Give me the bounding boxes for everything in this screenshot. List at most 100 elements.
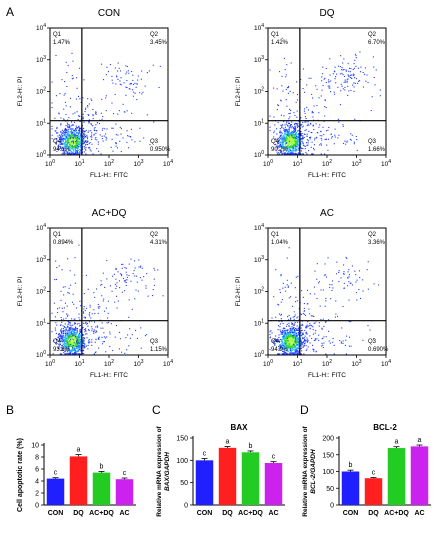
flow-event-dot: [288, 122, 290, 125]
flow-event-dot: [295, 147, 297, 149]
flow-event-dot: [89, 149, 91, 151]
flow-event-dot: [283, 148, 285, 150]
flow-event-dot: [306, 326, 308, 328]
flow-event-dot: [70, 325, 72, 327]
flow-event-dot: [119, 70, 122, 72]
flow-event-dot: [79, 349, 81, 351]
flow-event-dot: [84, 149, 87, 151]
flow-event-dot: [333, 91, 335, 93]
flow-event-dot: [74, 322, 76, 324]
flow-event-dot: [289, 149, 291, 151]
y-tick-label: 0: [330, 503, 334, 510]
flow-event-dot: [289, 138, 291, 140]
flow-event-dot: [74, 133, 76, 135]
flow-event-dot: [75, 339, 77, 341]
flow-event-dot: [306, 333, 308, 335]
flow-event-dot: [105, 74, 107, 76]
flow-event-dot: [65, 146, 68, 148]
flow-event-dot: [297, 137, 299, 139]
flow-event-dot: [298, 350, 300, 352]
flow-event-dot: [276, 133, 278, 135]
flow-event-dot: [282, 143, 284, 145]
flow-event-dot: [285, 337, 287, 339]
flow-event-dot: [65, 131, 67, 133]
flow-event-dot: [292, 353, 294, 355]
axis-tick-label: 103: [36, 55, 46, 64]
flow-event-dot: [68, 135, 70, 137]
flow-event-dot: [276, 148, 278, 150]
flow-event-dot: [102, 116, 104, 118]
flow-event-dot: [74, 147, 76, 149]
flow-event-dot: [73, 121, 76, 123]
flow-event-dot: [285, 340, 287, 342]
quadrant-name-q3: Q3: [150, 339, 159, 345]
flow-event-dot: [79, 344, 81, 346]
flow-event-dot: [288, 135, 290, 137]
flow-event-dot: [58, 339, 60, 341]
flow-event-dot: [292, 332, 294, 334]
flow-event-dot: [269, 337, 271, 339]
flow-event-dot: [101, 343, 104, 345]
flow-event-dot: [352, 75, 354, 77]
flow-event-dot: [68, 321, 70, 323]
flow-event-dot: [314, 293, 316, 295]
flow-event-dot: [67, 350, 69, 352]
flow-event-dot: [58, 112, 60, 114]
flow-event-dot: [297, 144, 299, 146]
y-tick-label: 100: [322, 469, 334, 476]
flow-event-dot: [63, 342, 65, 344]
flow-event-dot: [74, 342, 76, 344]
flow-event-dot: [296, 334, 298, 336]
flow-event-dot: [281, 147, 283, 149]
flow-event-dot: [95, 113, 97, 115]
flow-event-dot: [348, 67, 351, 69]
flow-event-dot: [74, 336, 76, 338]
flow-event-dot: [78, 332, 81, 334]
flow-event-dot: [91, 138, 93, 140]
flow-event-dot: [286, 132, 289, 134]
flow-event-dot: [287, 125, 289, 127]
flow-event-dot: [286, 323, 288, 325]
flow-event-dot: [71, 345, 73, 347]
flow-event-dot: [281, 346, 283, 348]
flow-event-dot: [282, 144, 284, 146]
flow-event-dot: [332, 287, 334, 289]
flow-event-dot: [64, 137, 67, 139]
flow-event-dot: [76, 153, 78, 155]
flow-event-dot: [103, 336, 105, 338]
flow-event-dot: [65, 345, 67, 347]
flow-event-dot: [338, 271, 340, 273]
flow-event-dot: [66, 148, 69, 150]
flow-event-dot: [282, 346, 284, 348]
flow-event-dot: [292, 332, 294, 334]
flow-event-dot: [357, 67, 359, 69]
flow-event-dot: [280, 313, 282, 315]
flow-event-dot: [334, 71, 336, 73]
flow-event-dot: [342, 142, 345, 144]
flow-event-dot: [79, 331, 81, 333]
flow-event-dot: [134, 298, 136, 300]
flow-event-dot: [61, 331, 63, 333]
flow-event-dot: [106, 66, 108, 68]
flow-event-dot: [128, 274, 130, 277]
flow-event-dot: [68, 328, 70, 330]
flow-event-dot: [284, 341, 286, 343]
flow-event-dot: [65, 347, 67, 349]
flow-event-dot: [86, 323, 88, 325]
y-tick-label: 100: [176, 458, 188, 465]
flow-event-dot: [72, 347, 74, 349]
flow-event-dot: [97, 312, 99, 314]
flow-event-dot: [105, 351, 107, 353]
flow-event-dot: [294, 126, 296, 128]
flow-event-dot: [328, 87, 330, 89]
flow-event-dot: [292, 152, 295, 154]
flow-event-dot: [65, 132, 67, 135]
flow-event-dot: [288, 322, 290, 324]
flow-event-dot: [283, 152, 285, 154]
flow-event-dot: [111, 79, 113, 81]
flow-event-dot: [293, 131, 295, 133]
flow-event-dot: [277, 147, 279, 149]
flow-event-dot: [289, 112, 291, 114]
flow-event-dot: [284, 137, 287, 139]
flow-event-dot: [337, 86, 339, 88]
